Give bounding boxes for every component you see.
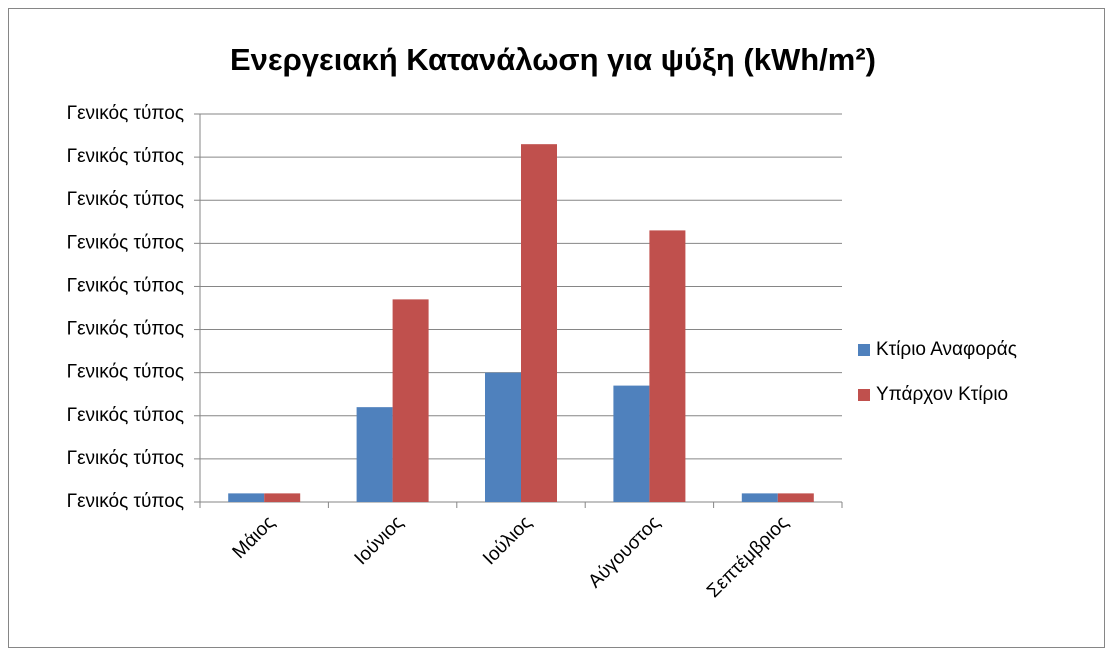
legend-label: Υπάρχον Κτίριο (876, 384, 1008, 405)
y-tick-label: Γενικός τύπος (67, 146, 184, 167)
legend-swatch (858, 344, 870, 356)
y-tick-label: Γενικός τύπος (67, 491, 184, 512)
bar (392, 299, 429, 502)
bar (264, 493, 301, 502)
bar (649, 230, 686, 502)
bar (228, 493, 265, 502)
bar (485, 372, 521, 502)
bar (741, 493, 778, 502)
bar (777, 493, 814, 502)
bar (521, 144, 557, 502)
y-tick-label: Γενικός τύπος (67, 362, 184, 383)
legend-swatch (858, 389, 870, 401)
legend-label: Κτίριο Αναφοράς (876, 339, 1017, 360)
bar (613, 385, 650, 502)
y-tick-label: Γενικός τύπος (67, 448, 184, 469)
y-tick-label: Γενικός τύπος (67, 319, 184, 340)
y-tick-label: Γενικός τύπος (67, 103, 184, 124)
chart-title: Ενεργειακή Κατανάλωση για ψύξη (kWh/m²) (230, 42, 876, 77)
y-tick-label: Γενικός τύπος (67, 275, 184, 296)
y-tick-label: Γενικός τύπος (67, 189, 184, 210)
y-tick-label: Γενικός τύπος (67, 405, 184, 426)
bar (356, 407, 393, 502)
y-tick-label: Γενικός τύπος (67, 232, 184, 253)
